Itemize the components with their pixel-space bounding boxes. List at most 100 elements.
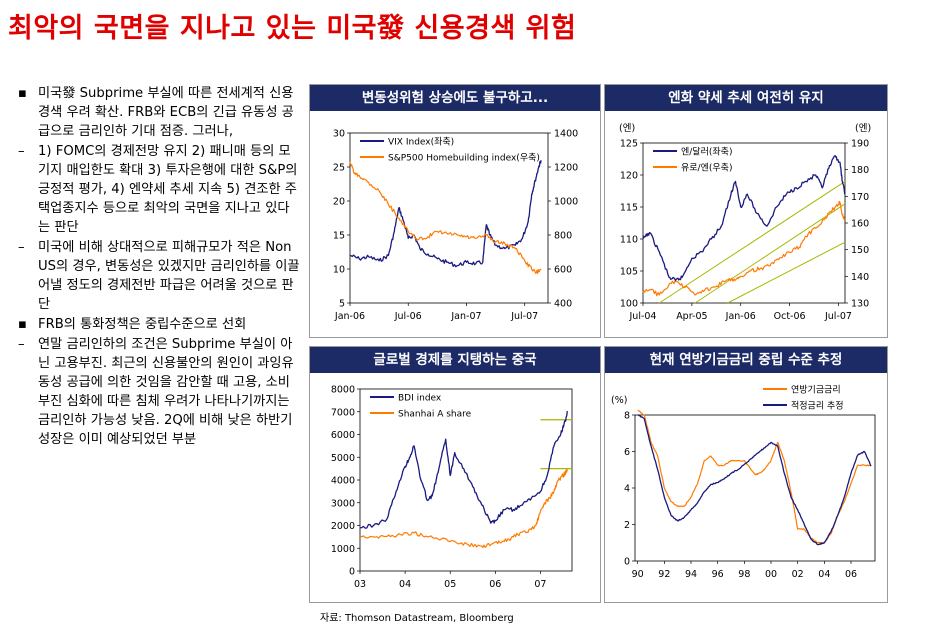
bullet-marker: – [18,240,25,255]
x-tick-label: 06 [845,569,857,580]
y-tick-label: 25 [333,163,345,174]
chart-yen: 100 105 110 115 120 125 130 140 150 160 170 180 190 J… [619,123,871,322]
source-note: 자료: Thomson Datastream, Bloomberg [320,613,514,624]
bullet-item: ▪ 미국發 Subprime 부실에 따른 전세계적 신용경색 우려 확산. FR… [18,84,300,141]
y-tick-label: 4 [624,484,630,495]
x-tick-label: 98 [738,569,750,580]
bullet-marker: – [18,144,25,159]
y-tick-label: 0 [349,567,355,578]
x-tick-label: Jan-07 [450,311,481,322]
x-tick-label: Jan-06 [725,311,756,322]
bullet-marker: ▪ [18,86,27,101]
y-tick-label: 20 [333,197,345,208]
bullet-text: 미국發 Subprime 부실에 따른 전세계적 신용경색 우려 확산. FRB… [38,86,294,139]
x-tick-label: 96 [712,569,724,580]
chart-china: 0 1000 2000 3000 4000 5000 6000 7000 8000 03 04 05 0… [331,385,573,590]
y-tick-label: 5 [339,299,345,310]
legend-label: 유로/엔(우축) [681,163,732,174]
x-tick-label: Oct-06 [774,311,806,322]
y-axis-unit: (엔) [619,123,635,134]
y2-tick-label: 600 [554,265,572,276]
trend-line [659,180,846,304]
y2-tick-label: 800 [554,231,572,242]
y2-tick-label: 190 [851,139,869,150]
y2-tick-label: 1400 [554,129,578,140]
y2-tick-label: 170 [851,192,869,203]
y-tick-label: 105 [620,267,638,278]
page-title: 최악의 국면을 지나고 있는 미국發 신용경색 위험 [8,13,577,44]
trend-line [694,203,846,304]
y-tick-label: 100 [620,299,638,310]
x-tick-label: Jul-07 [510,311,538,322]
y2-tick-label: 130 [851,299,869,310]
x-tick-label: 92 [658,569,670,580]
bullet-marker: ▪ [18,317,27,332]
x-tick-label: 05 [444,579,456,590]
x-tick-label: 02 [792,569,804,580]
y-tick-label: 125 [620,139,638,150]
y-tick-label: 30 [333,129,345,140]
x-tick-label: Apr-05 [676,311,707,322]
y2-tick-label: 1200 [554,163,578,174]
chart-title: 글로벌 경제를 지탱하는 중국 [310,347,600,373]
x-tick-label: 04 [818,569,830,580]
bullet-item: –1) FOMC의 경제전망 유지 2) 패니매 등의 모기지 매입한도 확대 … [18,142,300,237]
legend-label: Shanhai A share [398,410,472,420]
chart-panel-vix: 변동성위험 상승에도 불구하고... 5 10 15 20 25 30 400 600 800 1… [309,84,601,338]
legend-label: 적정금리 추정 [791,400,844,412]
y-tick-label: 4000 [331,476,355,487]
series-line-1 [637,409,872,544]
trend-line [727,241,846,304]
bullet-text: 1) FOMC의 경제전망 유지 2) 패니매 등의 모기지 매입한도 확대 3… [38,144,298,235]
y2-axis-unit: (엔) [855,123,871,134]
y-tick-label: 0 [624,557,630,568]
x-tick-label: 94 [685,569,697,580]
y-tick-label: 120 [620,171,638,182]
y-tick-label: 6 [624,447,630,458]
y-tick-label: 115 [620,203,638,214]
bullet-text: FRB의 통화정책은 중립수준으로 선회 [38,317,247,332]
y-tick-label: 1000 [331,544,355,555]
bullet-text: 연말 금리인하의 조건은 Subprime 부실이 아닌 고용부진. 최근의 신… [38,337,294,447]
plot-area [349,132,549,304]
series-line-2 [359,468,568,549]
series-line-1 [359,410,568,529]
y-tick-label: 8 [624,411,630,422]
legend-label: 엔/달러(좌축) [681,146,732,158]
series-line-1 [642,155,846,282]
x-tick-label: 06 [489,579,501,590]
y-tick-label: 6000 [331,430,355,441]
chart-vix-homebuilding: 5 10 15 20 25 30 400 600 800 1000 1200 1400 Jan-06 Ju… [333,129,578,323]
series-line-1 [349,160,542,268]
legend-label: 연방기금금리 [791,385,841,396]
x-tick-label: 03 [354,579,366,590]
chart-title: 현재 연방기금금리 중립 수준 추정 [605,347,887,373]
y-axis-unit: (%) [611,395,627,406]
y2-tick-label: 180 [851,165,869,176]
bullet-item: ▪ FRB의 통화정책은 중립수준으로 선회 [18,315,300,334]
chart-title: 변동성위험 상승에도 불구하고... [310,85,600,111]
y-tick-label: 7000 [331,407,355,418]
y2-tick-label: 160 [851,219,869,230]
y-tick-label: 8000 [331,385,355,396]
x-tick-label: Jul-06 [394,311,422,322]
bullet-marker: – [18,337,25,352]
x-tick-label: 07 [534,579,546,590]
x-tick-label: 90 [632,569,644,580]
y2-tick-label: 1000 [554,197,578,208]
x-tick-label: Jul-04 [629,311,657,322]
series-line-2 [349,161,542,274]
legend-label: S&P500 Homebuilding index(우축) [388,153,540,164]
x-tick-label: 00 [765,569,777,580]
bullet-text: 미국에 비해 상대적으로 피해규모가 적은 Non US의 경우, 변동성은 있… [38,240,300,312]
y2-tick-label: 150 [851,245,869,256]
series-line-2 [642,200,846,297]
y-tick-label: 2000 [331,521,355,532]
x-tick-label: Jul-07 [824,311,852,322]
y2-tick-label: 400 [554,299,572,310]
y-tick-label: 3000 [331,498,355,509]
legend-label: VIX Index(좌축) [388,137,454,148]
y-tick-label: 110 [620,235,638,246]
y-tick-label: 2 [624,520,630,531]
y-tick-label: 15 [333,231,345,242]
